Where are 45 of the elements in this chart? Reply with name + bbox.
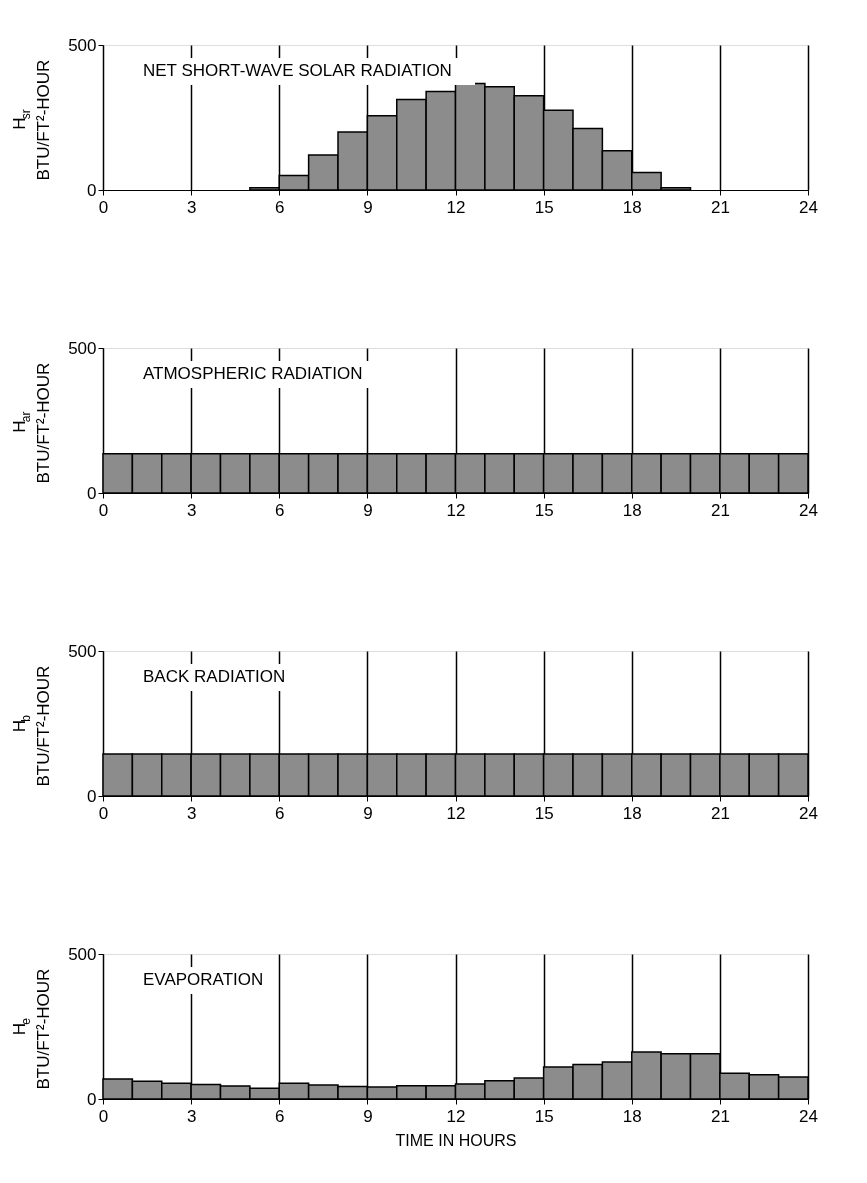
y-tick-label: 500 bbox=[68, 35, 97, 55]
x-tick-label: 9 bbox=[363, 1106, 373, 1126]
y-tick-label: 500 bbox=[68, 641, 97, 661]
y-tick-label: 0 bbox=[87, 786, 97, 806]
text: NET SHORT-WAVE SOLAR RADIATION bbox=[143, 61, 452, 80]
x-tick-label: 12 bbox=[446, 197, 466, 217]
x-tick-label: 15 bbox=[534, 197, 554, 217]
x-tick-label: 21 bbox=[710, 1106, 730, 1126]
x-tick-label: 12 bbox=[446, 500, 466, 520]
x-tick-label: 15 bbox=[534, 803, 554, 823]
y-tick-label: 500 bbox=[68, 944, 97, 964]
y-tick-label: 0 bbox=[87, 1089, 97, 1109]
x-tick-label: 6 bbox=[275, 197, 285, 217]
text: ATMOSPHERIC RADIATION bbox=[143, 364, 363, 383]
x-tick-label: 12 bbox=[446, 1106, 466, 1126]
x-tick-label: 3 bbox=[186, 803, 197, 823]
x-tick-label: 12 bbox=[446, 803, 466, 823]
x-tick-label: 9 bbox=[363, 500, 373, 520]
x-tick-label: 3 bbox=[186, 1106, 197, 1126]
x-tick-label: 3 bbox=[186, 500, 197, 520]
y-tick-label: 0 bbox=[87, 180, 97, 200]
x-tick-label: 18 bbox=[622, 1106, 642, 1126]
y-tick-label: 500 bbox=[68, 338, 97, 358]
x-tick-label: 24 bbox=[799, 500, 818, 520]
x-tick-label: 18 bbox=[622, 803, 642, 823]
text: EVAPORATION bbox=[143, 970, 264, 989]
x-axis-title: TIME IN HOURS bbox=[395, 1131, 517, 1149]
y-tick-label: 0 bbox=[87, 483, 97, 503]
x-tick-label: 6 bbox=[275, 1106, 285, 1126]
x-tick-label: 9 bbox=[363, 803, 373, 823]
x-tick-label: 6 bbox=[275, 803, 285, 823]
text: BACK RADIATION bbox=[143, 667, 286, 686]
x-tick-label: 24 bbox=[799, 803, 818, 823]
x-tick-label: 3 bbox=[186, 197, 197, 217]
x-tick-label: 9 bbox=[363, 197, 373, 217]
x-tick-label: 24 bbox=[799, 1106, 818, 1126]
x-tick-label: 21 bbox=[710, 500, 730, 520]
x-tick-label: 24 bbox=[799, 197, 818, 217]
x-tick-label: 21 bbox=[710, 197, 730, 217]
x-tick-label: 18 bbox=[622, 500, 642, 520]
x-tick-label: 15 bbox=[534, 500, 554, 520]
x-tick-label: 15 bbox=[534, 1106, 554, 1126]
x-tick-label: 18 bbox=[622, 197, 642, 217]
x-tick-label: 21 bbox=[710, 803, 730, 823]
x-tick-label: 6 bbox=[275, 500, 285, 520]
